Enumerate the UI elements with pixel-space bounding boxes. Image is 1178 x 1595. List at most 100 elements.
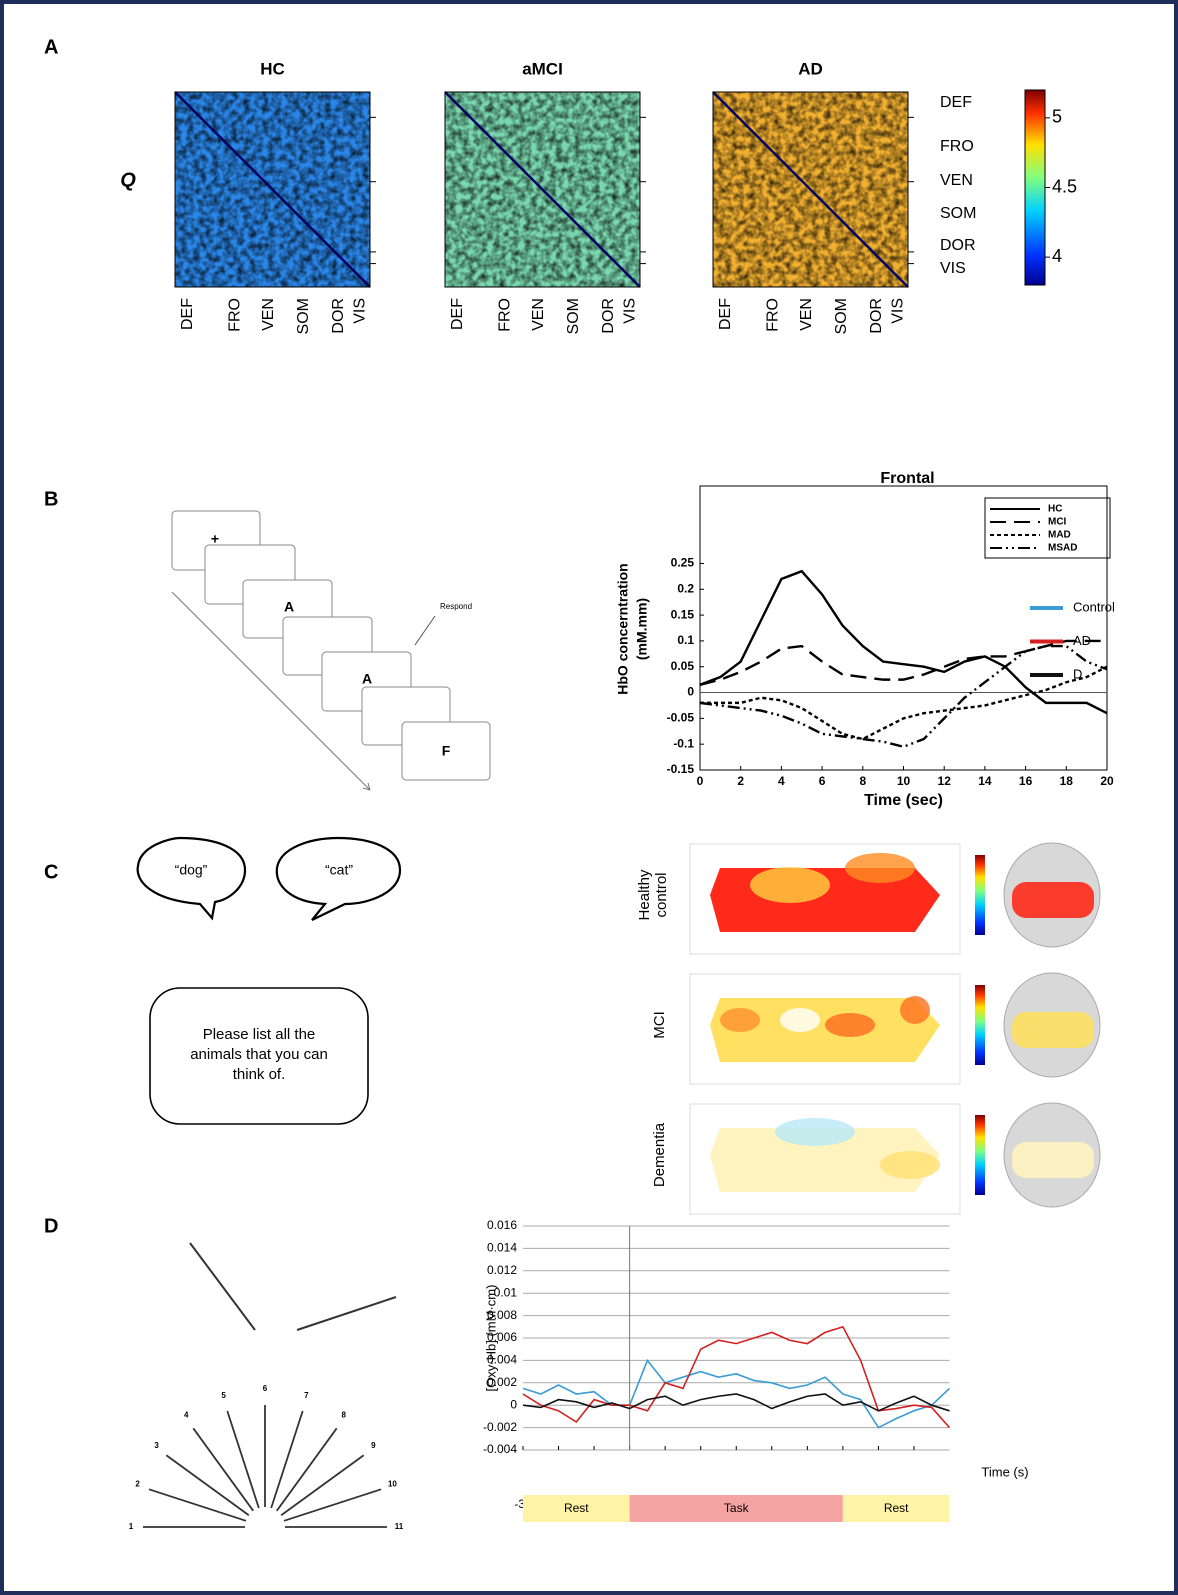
y-tick-label: -0.004 [483, 1442, 517, 1456]
fan-number: 8 [342, 1410, 347, 1419]
network-label: DOR [600, 298, 617, 334]
fan-line [276, 1427, 338, 1512]
speech-bubbles [136, 836, 402, 1125]
phase-label: Rest [564, 1501, 589, 1515]
network-label: FRO [227, 298, 244, 332]
x-tick-label: 4 [778, 774, 785, 788]
network-label: SOM [833, 298, 850, 334]
phase-label: Rest [884, 1501, 909, 1515]
activation-spot [720, 1008, 760, 1032]
colorbar [1024, 89, 1046, 286]
x-tick-label: 2 [737, 774, 744, 788]
network-label: SOM [940, 205, 976, 222]
heatmap-title: aMCI [522, 59, 563, 78]
network-label: FRO [940, 138, 974, 155]
legend-label: MCI [1048, 517, 1067, 528]
activation-spot [780, 1008, 820, 1032]
colorbar-tick-label: 4.5 [1052, 176, 1077, 196]
arrow-line [171, 591, 371, 791]
network-label: DOR [940, 237, 976, 254]
y-axis-label: [Oxy-Hb] (mM·cm) [483, 1285, 498, 1392]
network-label: DOR [330, 298, 347, 334]
legend-frame [984, 497, 1111, 559]
fan-number: 3 [154, 1441, 159, 1450]
x-tick-label: 10 [897, 774, 911, 788]
activation-map [710, 998, 940, 1062]
group-label: control [653, 872, 670, 917]
fan-number: 11 [395, 1522, 404, 1531]
y-tick-label: 0.004 [487, 1353, 517, 1367]
stimulus: A [284, 599, 294, 615]
fan-line [280, 1454, 365, 1516]
activation-map [710, 1128, 940, 1192]
brain-activation [1012, 882, 1094, 918]
activation-spot [880, 1151, 940, 1179]
colorbar-tick-label: 4 [1052, 246, 1062, 266]
network-label: SOM [295, 298, 312, 334]
x-tick-label: 14 [978, 774, 992, 788]
activation-spot [750, 867, 830, 903]
fan-number: 7 [304, 1391, 309, 1400]
instruction-box [149, 987, 369, 1125]
stimulus: + [211, 531, 219, 547]
y-tick-label: 0.014 [487, 1241, 517, 1255]
instruction: animals that you can [190, 1046, 328, 1063]
series-line [522, 1325, 951, 1429]
x-tick-label: 0 [697, 774, 704, 788]
network-label: VEN [260, 298, 277, 331]
y-tick-label: 0 [687, 685, 694, 699]
annotation: Respond [440, 602, 472, 611]
y-tick-label: 0.05 [671, 659, 695, 673]
bubble-text: “dog” [175, 862, 208, 878]
phase-band [523, 1495, 630, 1522]
map-colorbar [975, 855, 985, 935]
map-colorbar [975, 1115, 985, 1195]
y-tick-label: 0 [510, 1397, 517, 1411]
y-tick-label: 0.2 [677, 581, 694, 595]
y-tick-label: 0.016 [487, 1218, 517, 1232]
x-tick-label: 16 [1019, 774, 1033, 788]
x-tick-label: 8 [859, 774, 866, 788]
y-axis-label: HbO concerntration [615, 563, 631, 694]
fan-line [226, 1410, 260, 1509]
heatmap-frame [444, 91, 641, 288]
network-label: DOR [868, 298, 885, 334]
bubble [275, 836, 402, 921]
heatmap-title: AD [798, 59, 823, 78]
y-tick-label: 0.01 [494, 1285, 518, 1299]
fan-line [148, 1488, 247, 1522]
brain-activation [1012, 1142, 1094, 1178]
series-line [522, 1358, 951, 1429]
network-label: VEN [940, 172, 973, 189]
phase-label: Task [724, 1501, 750, 1515]
plot-frame [699, 485, 1108, 771]
heatmap-diagonal [712, 91, 909, 288]
y-tick-label: 0.006 [487, 1330, 517, 1344]
y-tick-label: 0.1 [677, 633, 694, 647]
heatmap-diagonal [444, 91, 641, 288]
phase-band [629, 1495, 843, 1522]
series-line [699, 569, 1108, 715]
group-label: MCI [651, 1011, 668, 1039]
stimulus-lines [189, 1242, 397, 1331]
brain-activation [1012, 1012, 1094, 1048]
colorbar-tick-label: 5 [1052, 107, 1062, 127]
network-label: VIS [351, 298, 368, 324]
network-label: DEF [449, 298, 466, 330]
y-tick-label: 0.012 [487, 1263, 517, 1277]
task-cards [171, 510, 491, 791]
activation-spot [775, 1118, 855, 1146]
fan-number: 2 [135, 1479, 140, 1488]
series-line [699, 639, 1107, 686]
x-tick-label: 12 [938, 774, 952, 788]
fan-line [270, 1410, 304, 1509]
network-label: VIS [621, 298, 638, 324]
fan-line [165, 1454, 250, 1516]
panel-label: D [44, 1215, 58, 1237]
fan-number: 10 [388, 1479, 397, 1488]
y-tick-label: -0.002 [483, 1420, 517, 1434]
heatmap-frame [174, 91, 371, 288]
stimulus-line [189, 1242, 256, 1331]
network-label: DEF [940, 94, 972, 111]
